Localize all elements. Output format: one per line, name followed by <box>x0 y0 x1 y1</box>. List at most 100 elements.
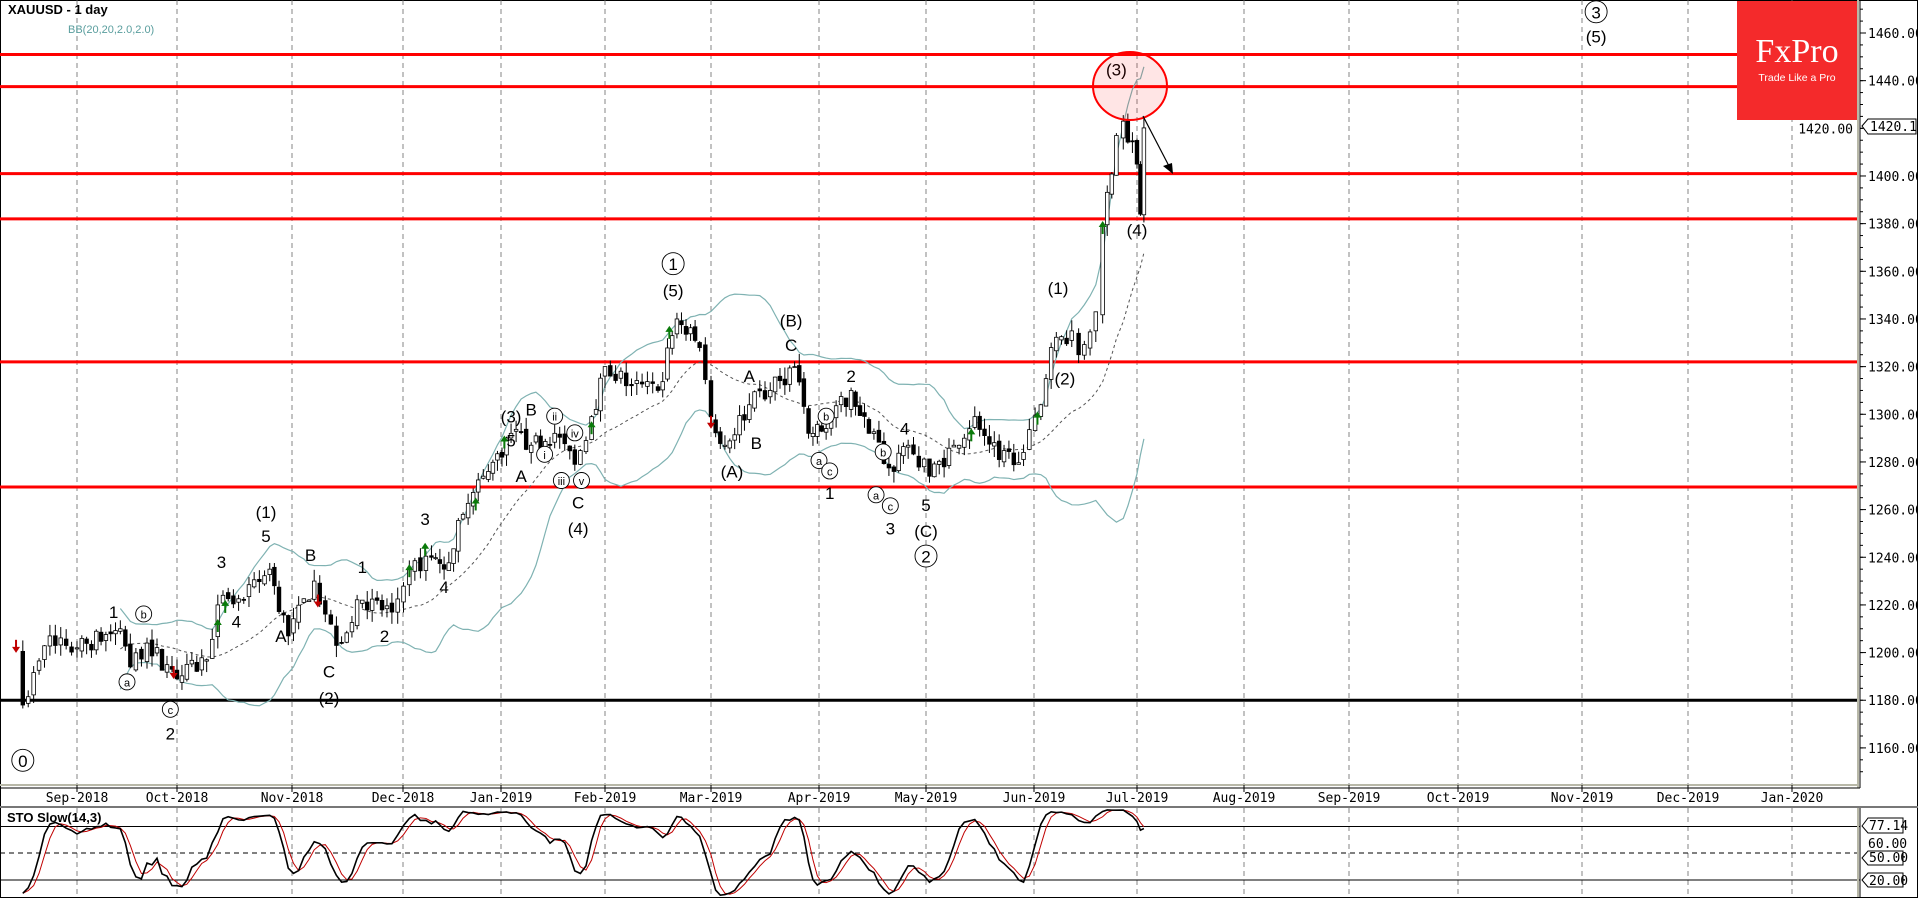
candle-body <box>1141 127 1147 216</box>
candle-body <box>446 562 452 571</box>
candle-body <box>1125 120 1131 143</box>
x-tick-label: May-2019 <box>895 791 958 806</box>
candle-body <box>708 380 714 418</box>
candle-body <box>941 457 947 468</box>
candle-body <box>528 444 534 453</box>
wave-label: 4 <box>232 613 241 632</box>
time-axis[interactable]: Sep-2018 Oct-2018 Nov-2018 Dec-2018 Jan-2019… <box>46 785 1824 806</box>
candle-body <box>164 664 170 673</box>
candle-body <box>782 378 788 386</box>
candle-body <box>618 370 624 379</box>
sell-arrow-icon <box>313 601 322 608</box>
candle-body <box>225 592 231 600</box>
candle-body <box>692 326 698 341</box>
candle-body <box>123 629 128 647</box>
candle-body <box>732 434 737 441</box>
candle-body <box>806 408 811 434</box>
candle-body <box>871 431 877 434</box>
y-tick-label: 1160.00 <box>1868 742 1918 757</box>
candle-body <box>901 446 906 457</box>
grid-lines <box>76 0 1793 897</box>
candle-body <box>634 380 639 384</box>
candle-body <box>262 575 267 585</box>
wave-label: (2) <box>1055 370 1076 389</box>
candle-body <box>401 585 406 603</box>
x-tick-label: Sep-2019 <box>1318 791 1381 806</box>
candle-body <box>768 390 773 398</box>
candle-body <box>1114 135 1119 176</box>
candle-body <box>1121 120 1126 139</box>
y-tick-label: 1460.00 <box>1868 27 1918 42</box>
sell-arrow-icon <box>169 673 178 680</box>
candle-body <box>204 659 209 662</box>
candle-body <box>523 428 529 450</box>
candle-body <box>437 559 443 564</box>
candle-body <box>1027 429 1032 450</box>
y-tick-label: 1440.00 <box>1868 75 1918 90</box>
wave-label: 2 <box>921 548 930 567</box>
wave-label: C <box>323 663 335 682</box>
wave-label: c <box>888 501 894 513</box>
logo-tagline: Trade Like a Pro <box>1758 72 1835 84</box>
candle-body <box>547 443 553 446</box>
candle-body <box>139 648 144 660</box>
candle-body <box>189 659 195 665</box>
wave-label: iii <box>558 476 565 488</box>
candle-body <box>481 475 486 479</box>
candle-body <box>210 638 215 659</box>
candle-body <box>1069 330 1074 341</box>
wave-label-circle <box>135 605 153 623</box>
candle-body <box>683 326 689 335</box>
candle-body <box>727 440 733 449</box>
candle-body <box>886 463 892 469</box>
wave-label: (3) <box>1106 61 1127 80</box>
wave-label: b <box>880 447 886 459</box>
candle-body <box>911 444 916 455</box>
candle-body <box>747 404 752 420</box>
wave-label: B <box>305 546 316 565</box>
wave-label: C <box>572 493 584 512</box>
wave-label-circle <box>817 407 835 425</box>
price-axis[interactable]: 1160.00 1180.00 1200.00 1220.00 1240.00 1260.… <box>1798 8 1918 773</box>
wave-label: (2) <box>319 689 340 708</box>
x-tick-label: Mar-2019 <box>680 791 743 806</box>
sto-20-tag <box>1861 872 1904 888</box>
candle-body <box>679 320 684 326</box>
x-tick-label: Nov-2019 <box>1551 791 1614 806</box>
x-tick-label: Jun-2019 <box>1003 791 1066 806</box>
candle-body <box>557 433 562 438</box>
stochastic-panel: STO Slow(14,3) 77.14 60.00 50.00 20.00 <box>0 808 1908 897</box>
candle-body <box>792 366 797 369</box>
wave-label: iv <box>571 428 579 440</box>
buy-arrow-icon <box>213 618 222 625</box>
wave-label: (1) <box>256 503 277 522</box>
x-tick-label: Jan-2020 <box>1761 791 1824 806</box>
sto-signal-line <box>22 809 1145 895</box>
candle-body <box>365 601 370 611</box>
candle-body <box>1130 140 1135 143</box>
logo-background <box>1737 1 1857 120</box>
x-tick-label: Oct-2019 <box>1427 791 1490 806</box>
candle-body <box>567 445 572 452</box>
candle-body <box>360 599 365 604</box>
candle-body <box>1109 173 1115 195</box>
highlight-circle <box>1092 51 1168 121</box>
candle-body <box>742 414 747 421</box>
candle-body <box>752 391 757 409</box>
candle-body <box>876 429 882 443</box>
wave-label: 5 <box>261 527 270 546</box>
sell-arrow-icon <box>12 646 21 653</box>
candle-body <box>508 432 514 439</box>
candle-body <box>53 635 58 646</box>
candle-body <box>1059 336 1064 341</box>
candle-body <box>866 419 872 434</box>
candle-body <box>987 436 992 445</box>
candle-body <box>718 431 723 444</box>
candle-body <box>703 344 708 380</box>
wave-label: (1) <box>1048 279 1069 298</box>
candle-body <box>433 557 438 560</box>
candle-body <box>84 638 89 644</box>
candle-body <box>1105 191 1110 226</box>
candle-body <box>418 557 423 572</box>
wave-label: c <box>827 466 833 478</box>
